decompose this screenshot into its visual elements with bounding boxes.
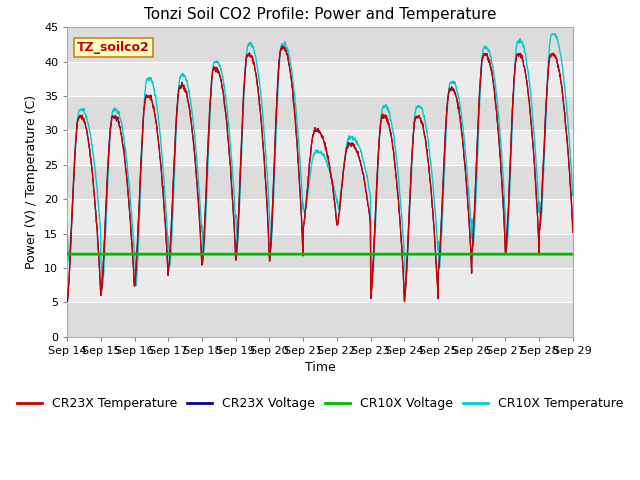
Bar xyxy=(67,61,573,96)
Bar xyxy=(67,268,573,302)
Bar xyxy=(67,165,573,199)
Bar xyxy=(67,27,573,61)
Text: TZ_soilco2: TZ_soilco2 xyxy=(77,41,150,54)
Bar xyxy=(67,302,573,336)
Legend: CR23X Temperature, CR23X Voltage, CR10X Voltage, CR10X Temperature: CR23X Temperature, CR23X Voltage, CR10X … xyxy=(12,393,628,415)
X-axis label: Time: Time xyxy=(305,361,335,374)
Title: Tonzi Soil CO2 Profile: Power and Temperature: Tonzi Soil CO2 Profile: Power and Temper… xyxy=(144,7,496,22)
Bar xyxy=(67,0,573,27)
Bar xyxy=(67,96,573,131)
Bar xyxy=(67,199,573,234)
Y-axis label: Power (V) / Temperature (C): Power (V) / Temperature (C) xyxy=(26,95,38,269)
Bar xyxy=(67,234,573,268)
Bar xyxy=(67,131,573,165)
